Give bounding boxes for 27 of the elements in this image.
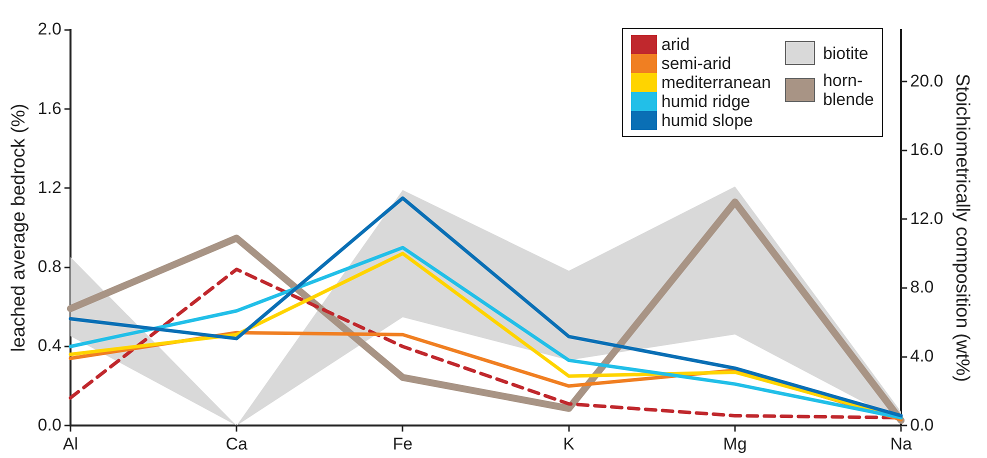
y-tick-label: 0.0 [38, 415, 62, 434]
y2-axis-title: Stoichiometrically composition (wt%) [951, 74, 972, 382]
legend-label: mediterranean [661, 73, 771, 92]
y-tick-label: 2.0 [38, 20, 62, 39]
y2-tick-label: 4.0 [910, 346, 934, 366]
legend-label: humid ridge [661, 92, 750, 111]
x-tick-label: Na [890, 434, 913, 454]
legend-label: semi-arid [661, 54, 732, 73]
x-tick-label: Ca [226, 434, 248, 454]
y-tick-label: 0.8 [38, 257, 62, 276]
legend-label: horn- blende [822, 71, 874, 109]
legend-label: biotite [822, 44, 868, 62]
y-axis-title: leached average bedrock (%) [8, 104, 30, 352]
x-tick-label: Al [62, 434, 78, 454]
x-tick-label: Mg [723, 434, 747, 454]
y2-tick-label: 8.0 [910, 278, 934, 297]
y-tick-label: 0.4 [38, 336, 62, 356]
legend-label: arid [661, 35, 690, 54]
x-tick-label: Fe [392, 434, 413, 454]
y-tick-label: 1.2 [38, 178, 62, 197]
y2-tick-label: 0.0 [910, 415, 934, 434]
legend-label: humid slope [661, 111, 753, 130]
y2-tick-label: 20.0 [910, 71, 944, 90]
y2-tick-label: 12.0 [910, 208, 944, 228]
x-tick-label: K [563, 434, 576, 454]
y2-tick-label: 16.0 [910, 140, 944, 160]
y-tick-label: 1.6 [38, 98, 62, 118]
